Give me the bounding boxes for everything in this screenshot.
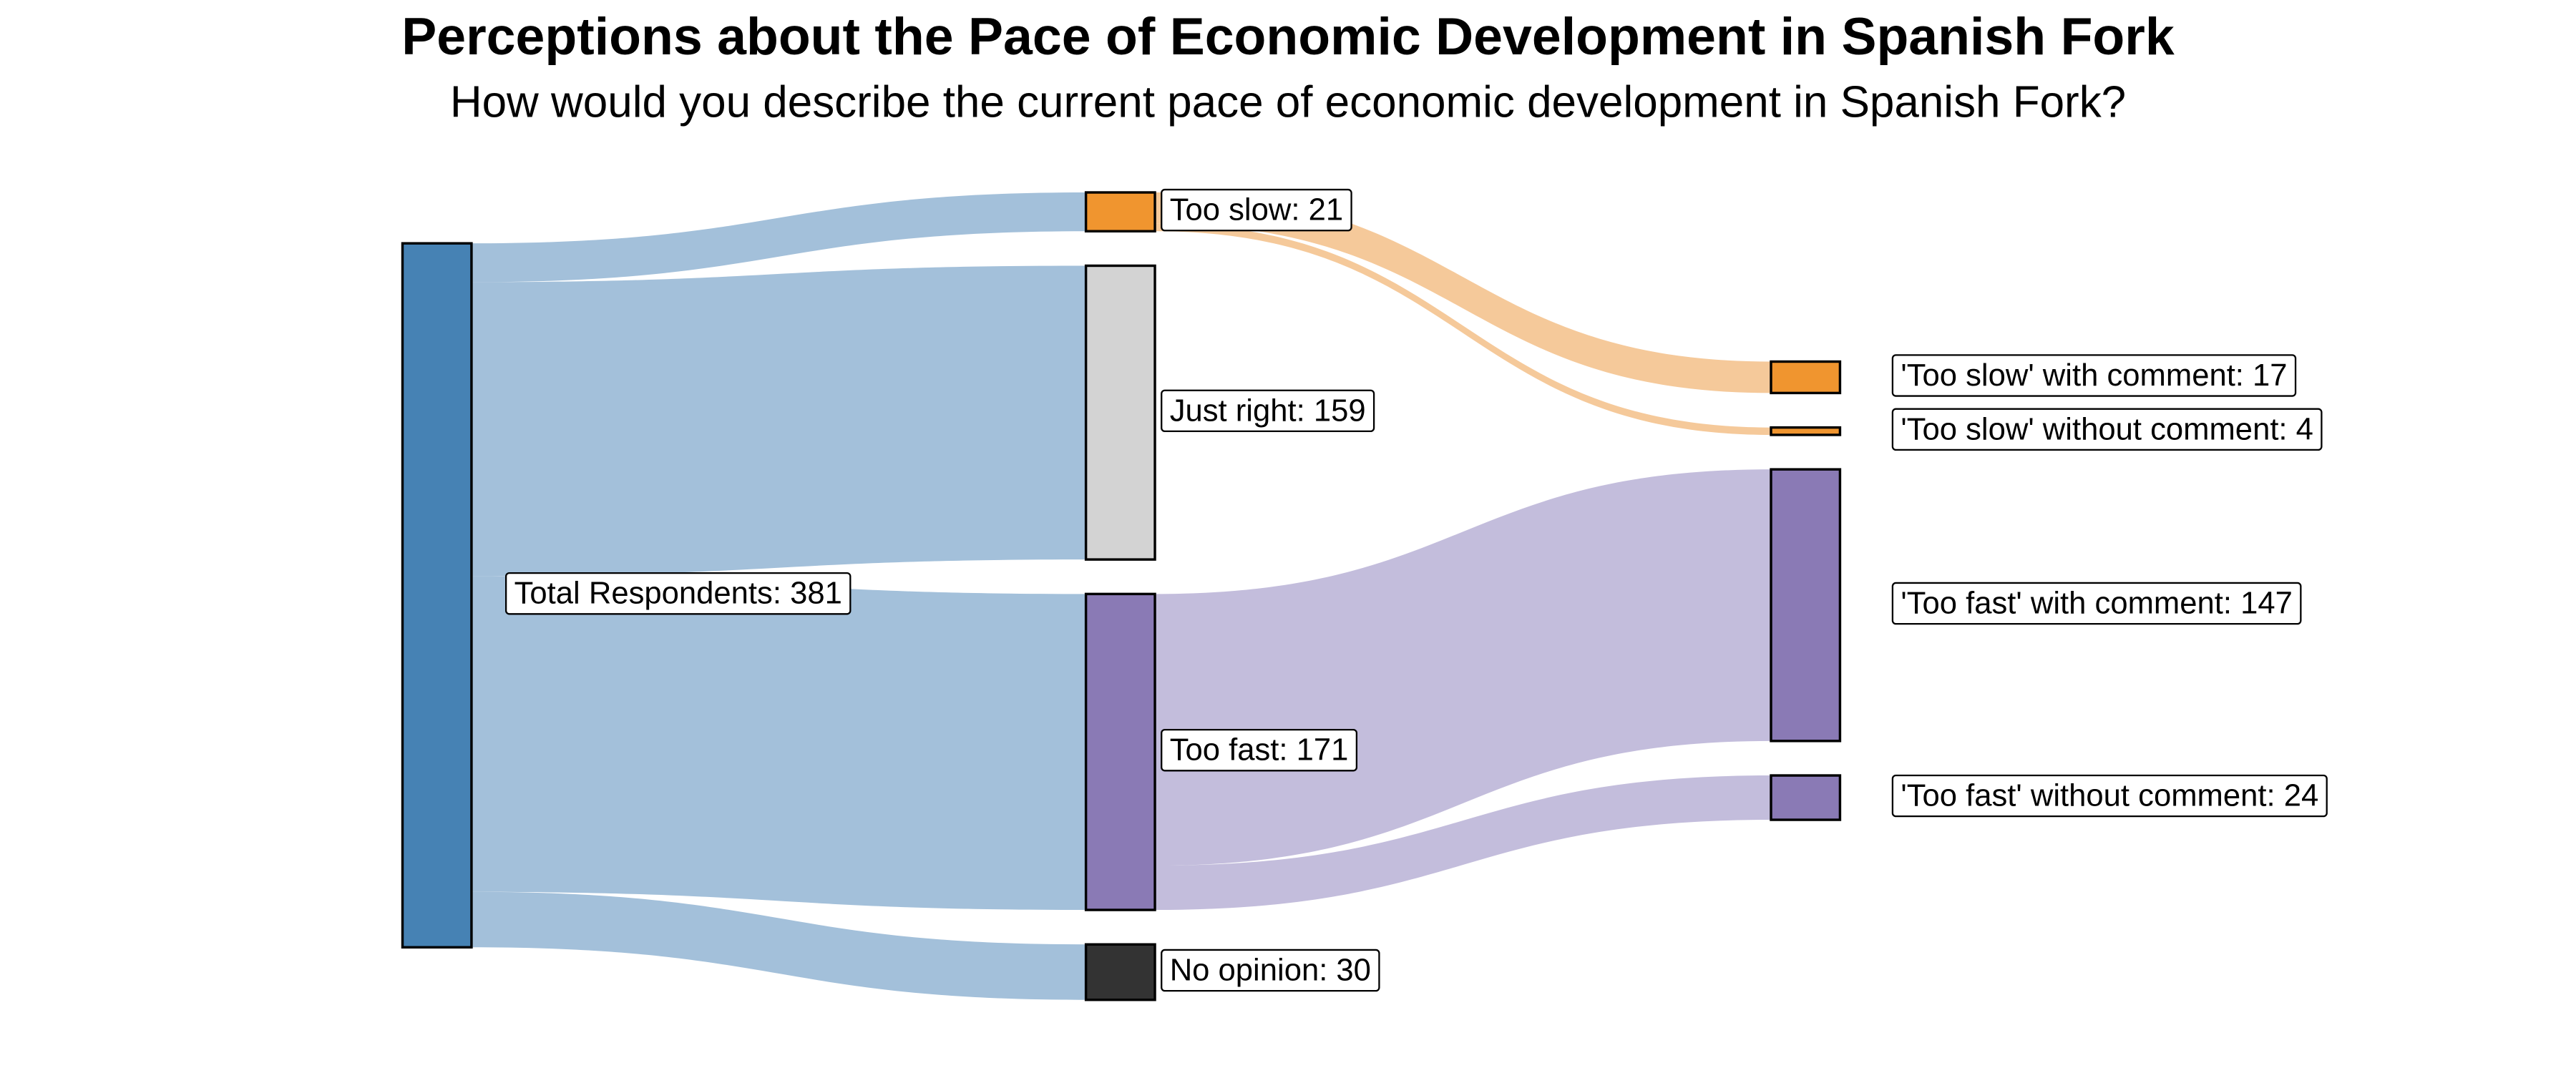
nodes — [401, 191, 1842, 1001]
link — [471, 192, 1086, 283]
node-label: 'Too slow' without comment: 4 — [1901, 412, 2313, 446]
node — [1084, 264, 1156, 561]
node-label: 'Too fast' without comment: 24 — [1901, 779, 2318, 813]
label-box — [1161, 949, 1380, 992]
node — [1770, 774, 1842, 821]
labels: Total Respondents: 381 Too slow: 21 Just r… — [504, 188, 2328, 992]
link — [1155, 192, 1771, 393]
link — [471, 265, 1086, 577]
label-box — [1891, 408, 2323, 451]
node — [1770, 360, 1842, 395]
node-label: Total Respondents: 381 — [514, 577, 842, 611]
node — [1084, 191, 1156, 232]
node-label: Too fast: 171 — [1170, 733, 1349, 768]
node-label: Just right: 159 — [1170, 393, 1366, 428]
link — [471, 891, 1086, 1000]
links — [471, 192, 1771, 1000]
node — [1084, 592, 1156, 911]
link — [1155, 223, 1771, 435]
label-box — [1161, 188, 1352, 232]
label-box — [1891, 774, 2328, 818]
chart-subtitle: How would you describe the current pace … — [450, 77, 2126, 127]
label-box — [1161, 389, 1375, 433]
label-box — [1891, 582, 2302, 625]
node-label: No opinion: 30 — [1170, 954, 1371, 988]
node-label: 'Too slow' with comment: 17 — [1901, 358, 2287, 393]
node — [401, 242, 473, 949]
node-label: Too slow: 21 — [1170, 193, 1343, 227]
link — [1155, 775, 1771, 911]
label-box — [1161, 728, 1358, 772]
node-label: 'Too fast' with comment: 147 — [1901, 587, 2292, 621]
node — [1770, 426, 1842, 436]
label-box — [504, 572, 852, 615]
node — [1084, 943, 1156, 1001]
chart-title: Perceptions about the Pace of Economic D… — [401, 6, 2175, 66]
node — [1770, 468, 1842, 743]
link — [471, 576, 1086, 911]
label-box — [1891, 354, 2297, 397]
